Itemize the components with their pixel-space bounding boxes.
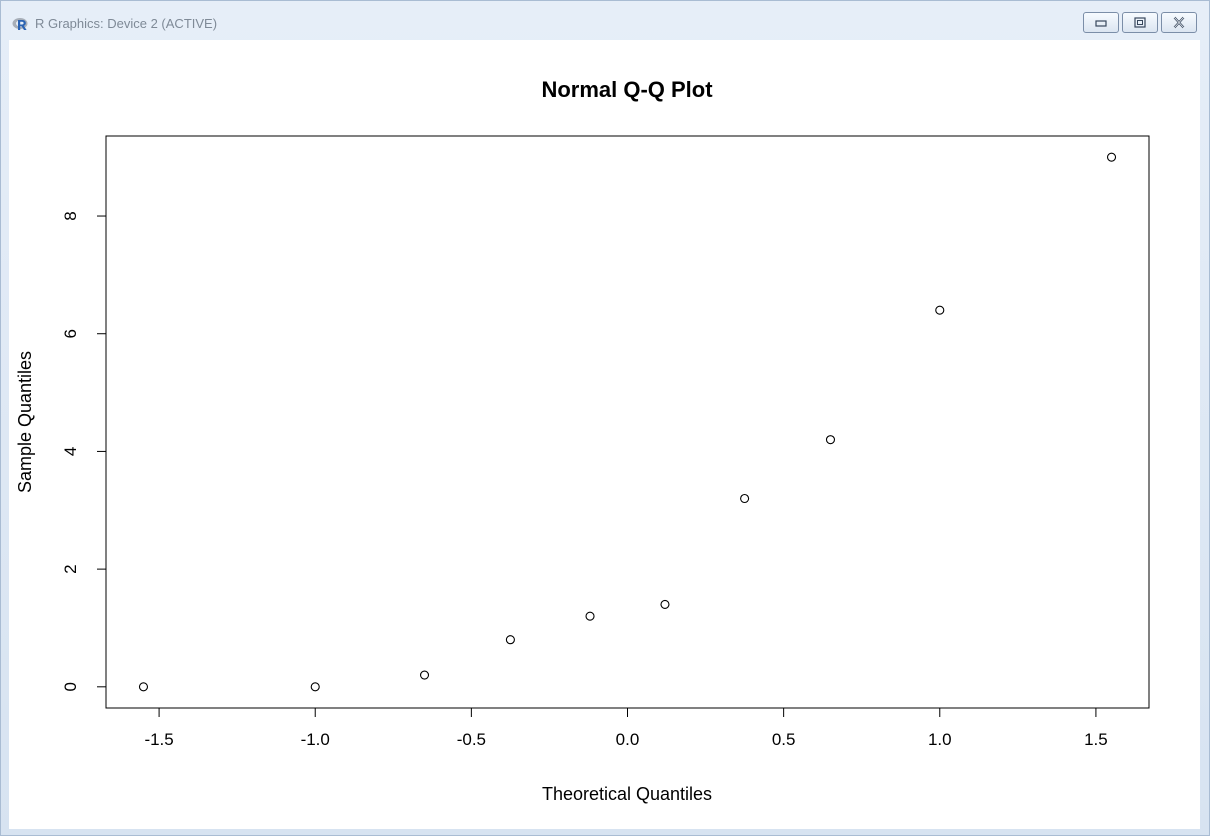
x-tick-label: 1.0	[928, 730, 952, 749]
y-axis: 0 2 4 6 8	[61, 211, 107, 692]
x-tick-label: 1.5	[1084, 730, 1108, 749]
minimize-icon	[1095, 20, 1107, 27]
data-point	[740, 493, 750, 504]
y-tick-label: 2	[61, 564, 80, 573]
data-points	[138, 152, 1117, 692]
chart-title: Normal Q-Q Plot	[541, 77, 713, 102]
x-tick-label: 0.5	[772, 730, 796, 749]
x-tick-label: -1.5	[144, 730, 173, 749]
y-tick-label: 4	[61, 447, 80, 456]
x-tick-label: 0.0	[616, 730, 640, 749]
restore-button[interactable]	[1122, 12, 1158, 33]
data-point	[935, 305, 945, 315]
data-point	[138, 682, 149, 692]
data-point	[419, 670, 430, 680]
r-logo-icon	[12, 18, 28, 30]
y-tick-label: 6	[61, 329, 80, 338]
graphics-device-canvas: Normal Q-Q Plot -1.5 -1.0 -0.5 0.0 0.5 1.0 1.5…	[9, 40, 1200, 829]
x-tick-label: -1.0	[301, 730, 330, 749]
data-point	[310, 682, 320, 692]
close-button[interactable]	[1161, 12, 1197, 33]
title-bar[interactable]: R Graphics: Device 2 (ACTIVE)	[1, 1, 1209, 41]
close-icon	[1173, 16, 1185, 29]
data-point	[505, 635, 515, 645]
x-tick-label: -0.5	[457, 730, 486, 749]
window-controls	[1083, 12, 1197, 33]
restore-icon	[1134, 17, 1146, 28]
data-point	[1106, 152, 1117, 162]
qq-plot: Normal Q-Q Plot -1.5 -1.0 -0.5 0.0 0.5 1.0 1.5…	[15, 77, 1150, 804]
window-title: R Graphics: Device 2 (ACTIVE)	[35, 16, 218, 31]
data-point	[825, 435, 836, 445]
y-tick-label: 8	[61, 211, 80, 220]
data-point	[585, 611, 595, 621]
data-point	[660, 599, 670, 609]
x-axis: -1.5 -1.0 -0.5 0.0 0.5 1.0 1.5	[144, 707, 1108, 749]
plot-frame	[105, 135, 1150, 709]
x-axis-label: Theoretical Quantiles	[542, 784, 712, 804]
y-axis-label: Sample Quantiles	[15, 351, 35, 493]
minimize-button[interactable]	[1083, 12, 1119, 33]
y-tick-label: 0	[61, 682, 80, 691]
